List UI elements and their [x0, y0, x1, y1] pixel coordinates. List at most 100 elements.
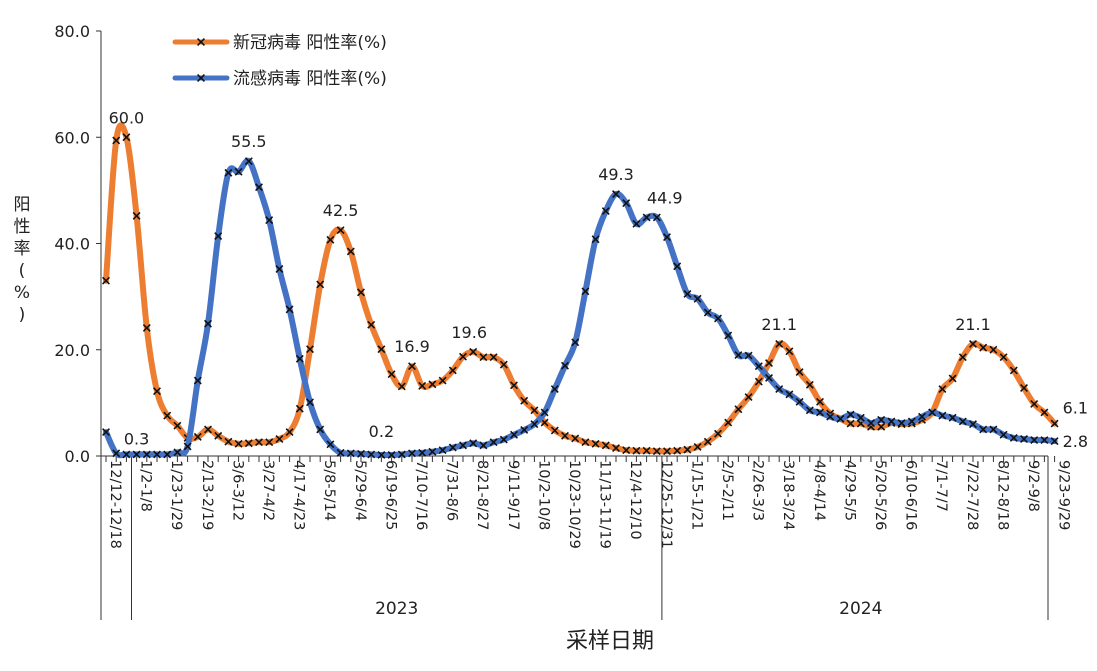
data-point-covid — [642, 446, 651, 455]
marker-stroke — [132, 450, 141, 459]
marker-stroke — [938, 385, 947, 394]
data-point-flu — [357, 449, 365, 458]
year-label: 2024 — [839, 599, 882, 619]
data-point-covid — [306, 345, 314, 354]
data-point-covid — [775, 339, 784, 348]
marker-stroke — [295, 404, 304, 413]
marker-stroke — [561, 431, 569, 440]
data-point-covid — [122, 133, 131, 142]
data-point-flu — [316, 425, 325, 434]
marker-stroke — [795, 397, 804, 406]
data-point-covid — [346, 247, 355, 256]
x-tick-label: 3/27-4/2 — [260, 460, 276, 521]
data-point-covid — [357, 288, 365, 297]
data-point-flu — [622, 199, 631, 208]
marker-stroke — [448, 443, 457, 452]
data-point-flu — [571, 338, 580, 347]
marker-stroke — [204, 425, 212, 434]
data-point-covid — [132, 211, 141, 220]
data-point-covid — [754, 377, 763, 386]
marker-stroke — [204, 319, 212, 328]
data-point-covid — [224, 437, 233, 446]
marker-stroke — [1050, 437, 1059, 446]
data-point-covid — [479, 353, 488, 362]
data-point-covid — [948, 374, 957, 383]
marker-stroke — [520, 396, 529, 405]
marker-stroke — [530, 406, 539, 415]
data-point-flu — [958, 417, 967, 426]
marker-stroke — [999, 430, 1008, 439]
marker-stroke — [499, 435, 508, 444]
data-point-covid — [153, 387, 161, 396]
marker-stroke — [765, 373, 773, 382]
data-point-flu — [816, 408, 824, 417]
marker-stroke — [969, 420, 977, 429]
marker-stroke — [622, 199, 631, 208]
marker-stroke — [326, 235, 335, 244]
marker-stroke — [197, 38, 205, 46]
marker-stroke — [683, 445, 692, 454]
data-point-covid — [938, 385, 947, 394]
data-point-covid — [693, 443, 702, 451]
marker-stroke — [336, 226, 345, 235]
marker-stroke — [357, 288, 365, 297]
data-label: 19.6 — [451, 323, 487, 342]
data-point-flu — [326, 440, 335, 449]
data-point-covid — [142, 324, 151, 332]
marker-stroke — [326, 440, 335, 449]
legend-label-covid: 新冠病毒 阳性率(%) — [233, 33, 387, 53]
marker-stroke — [795, 368, 804, 377]
marker-stroke — [805, 406, 814, 415]
data-point-flu — [867, 419, 875, 428]
data-point-covid — [989, 345, 998, 354]
data-point-covid — [877, 422, 886, 431]
data-point-flu — [601, 207, 610, 216]
x-tick-label: 11/13-11/19 — [597, 460, 613, 549]
data-point-flu — [612, 190, 620, 199]
data-point-flu — [856, 413, 865, 422]
data-point-flu — [367, 450, 376, 459]
marker-stroke — [193, 432, 202, 441]
marker-stroke — [408, 449, 416, 458]
marker-stroke — [510, 430, 518, 439]
data-point-flu — [204, 319, 212, 328]
x-tick-label: 1/23-1/29 — [168, 460, 184, 530]
marker-stroke — [836, 414, 845, 423]
marker-stroke — [275, 265, 284, 273]
data-point-covid — [612, 444, 620, 452]
data-point-covid — [795, 368, 804, 377]
data-point-flu — [255, 183, 263, 192]
data-point-flu — [724, 331, 733, 340]
marker-stroke — [856, 413, 865, 422]
data-point-covid — [510, 381, 518, 390]
data-point-flu — [418, 448, 427, 457]
data-point-flu — [887, 417, 896, 426]
marker-stroke — [173, 448, 182, 457]
data-point-flu — [714, 314, 722, 323]
data-point-flu — [163, 450, 172, 459]
data-point-flu — [387, 450, 396, 459]
data-point-flu — [918, 412, 926, 421]
marker-stroke — [418, 448, 427, 457]
data-point-flu — [438, 446, 447, 455]
data-point-flu — [224, 168, 233, 177]
marker-stroke — [744, 393, 753, 401]
data-point-covid — [591, 439, 600, 448]
data-point-flu — [591, 235, 600, 244]
data-point-covid — [204, 425, 212, 434]
data-point-flu — [1020, 435, 1028, 443]
marker-stroke — [285, 305, 294, 314]
marker-stroke — [163, 450, 172, 459]
marker-stroke — [816, 397, 824, 406]
marker-stroke — [122, 133, 131, 142]
data-point-covid — [958, 353, 967, 362]
data-point-covid — [550, 426, 559, 435]
marker-stroke — [948, 413, 957, 422]
data-point-covid — [805, 380, 814, 389]
marker-stroke — [754, 362, 763, 371]
data-point-flu — [122, 450, 131, 459]
marker-stroke — [612, 444, 620, 452]
marker-stroke — [377, 345, 386, 354]
marker-stroke — [958, 353, 967, 362]
data-point-covid — [173, 421, 182, 430]
